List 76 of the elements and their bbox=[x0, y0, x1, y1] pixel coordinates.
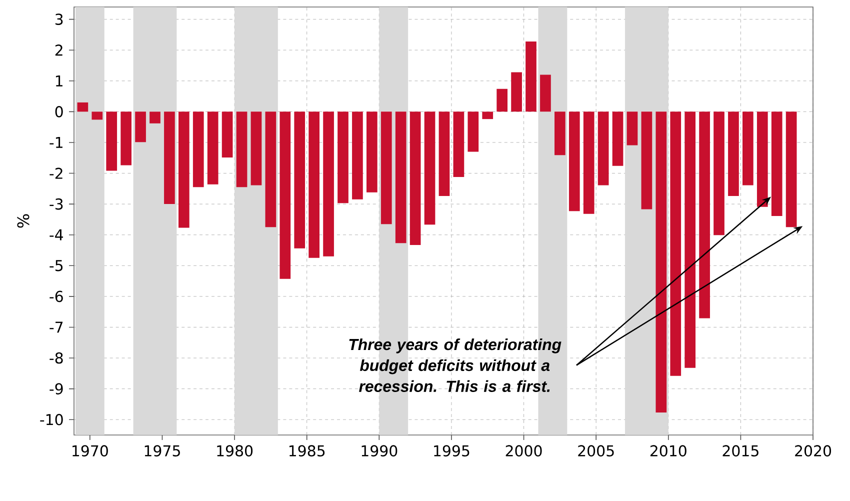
x-tick-label: 1990 bbox=[362, 445, 398, 456]
bar bbox=[526, 41, 536, 112]
bar bbox=[250, 112, 262, 186]
bar bbox=[786, 112, 797, 228]
bar bbox=[77, 102, 88, 112]
y-tick-label: -5 bbox=[50, 260, 63, 272]
y-tick-label: 2 bbox=[55, 44, 62, 56]
bar bbox=[468, 112, 479, 152]
bar bbox=[352, 112, 363, 200]
bar bbox=[482, 112, 494, 120]
x-tick-label: 1980 bbox=[217, 445, 253, 456]
y-tick-label: -4 bbox=[50, 229, 63, 240]
bar bbox=[598, 112, 609, 186]
bar bbox=[164, 112, 175, 204]
y-tick-label: -7 bbox=[50, 322, 63, 333]
bar bbox=[222, 112, 233, 158]
y-tick-label: -3 bbox=[50, 198, 63, 210]
bar bbox=[106, 112, 118, 171]
bar bbox=[323, 112, 334, 256]
x-tick-label: 2015 bbox=[722, 445, 758, 456]
y-tick-label: 3 bbox=[55, 14, 63, 25]
bar bbox=[236, 112, 248, 188]
bar bbox=[424, 112, 436, 225]
x-tick-label: 2020 bbox=[795, 445, 832, 456]
bar bbox=[612, 112, 624, 166]
bar bbox=[338, 112, 348, 204]
bar bbox=[496, 88, 508, 112]
bar bbox=[410, 112, 421, 246]
bar bbox=[438, 112, 450, 196]
bar bbox=[150, 112, 160, 124]
bar bbox=[699, 112, 710, 318]
x-tick-label: 2005 bbox=[578, 445, 614, 456]
bar bbox=[92, 112, 103, 120]
x-tick-label: 1985 bbox=[289, 445, 325, 456]
bar bbox=[135, 112, 146, 142]
bar bbox=[641, 112, 652, 210]
x-tick-label: 1995 bbox=[434, 445, 470, 456]
bar bbox=[670, 112, 682, 376]
bar bbox=[308, 112, 320, 258]
bar bbox=[366, 112, 378, 192]
x-tick-label: 2010 bbox=[650, 445, 686, 456]
y-axis-title: % bbox=[17, 214, 30, 228]
bar bbox=[453, 112, 464, 177]
bar bbox=[380, 112, 392, 224]
bar bbox=[728, 112, 739, 196]
bar bbox=[511, 72, 522, 112]
bar bbox=[265, 112, 276, 228]
x-tick-label: 1975 bbox=[144, 445, 180, 456]
bar bbox=[771, 112, 782, 216]
y-tick-label: -9 bbox=[50, 383, 63, 394]
bar bbox=[554, 112, 566, 156]
y-tick-label: -1 bbox=[50, 137, 62, 148]
bar bbox=[207, 112, 218, 184]
bar bbox=[684, 112, 696, 368]
x-tick-label: 2000 bbox=[506, 445, 542, 456]
y-tick-label: 0 bbox=[55, 106, 63, 118]
bar bbox=[178, 112, 190, 228]
bar bbox=[192, 112, 204, 188]
bar bbox=[742, 112, 754, 186]
y-tick-label: -2 bbox=[50, 168, 62, 179]
y-tick-label: -8 bbox=[50, 352, 63, 364]
bar bbox=[294, 112, 306, 248]
bar bbox=[656, 112, 667, 413]
y-tick-label: -10 bbox=[40, 414, 63, 426]
y-tick-label: 1 bbox=[56, 75, 62, 86]
bar bbox=[395, 112, 406, 244]
bar bbox=[626, 112, 638, 146]
x-tick-label: 1970 bbox=[72, 445, 108, 456]
bar bbox=[540, 74, 551, 112]
bar bbox=[280, 112, 291, 279]
bar bbox=[583, 112, 594, 214]
bar bbox=[714, 112, 724, 236]
bar bbox=[568, 112, 580, 212]
bar bbox=[120, 112, 132, 166]
y-tick-label: -6 bbox=[50, 290, 63, 302]
annotation: Three years of deteriorating budget deficits without a recession. This is a first. bbox=[349, 338, 562, 392]
